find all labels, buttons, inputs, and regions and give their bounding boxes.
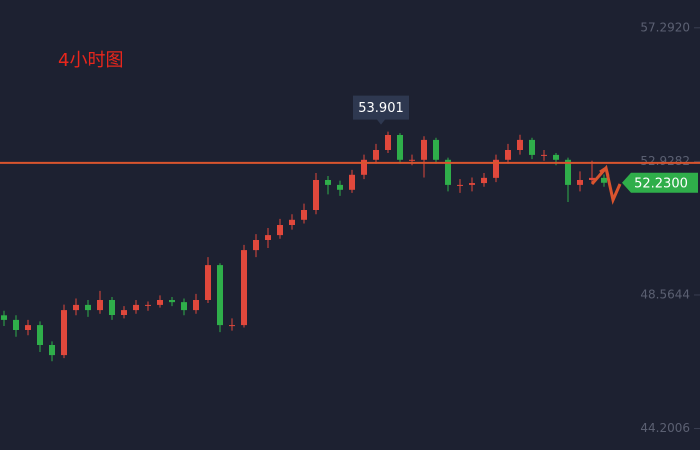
candle-body [61, 310, 67, 356]
candle-body [181, 302, 187, 311]
candle-body [481, 177, 487, 184]
candle-body [505, 150, 511, 160]
candle-body [205, 265, 211, 300]
candle-body [1, 315, 7, 320]
candle-body [541, 154, 547, 156]
candle-body [217, 265, 223, 326]
candle-body [361, 159, 367, 175]
candle-body [265, 235, 271, 240]
candle-body [445, 159, 451, 185]
tooltip-label: 53.901 [358, 101, 404, 116]
candle-body [241, 250, 247, 326]
candle-body [325, 180, 331, 185]
candle-body [229, 325, 235, 327]
candle-body [433, 139, 439, 160]
last-price-box [622, 172, 698, 193]
candle-body [49, 345, 55, 356]
candle-body [289, 219, 295, 225]
candle-body [601, 177, 607, 183]
candle-body [193, 300, 199, 311]
chart-title: 4小时图 [58, 50, 123, 71]
candle-body [373, 150, 379, 160]
candle-body [397, 135, 403, 160]
candle-body [385, 135, 391, 150]
candle-body [121, 310, 127, 315]
candle-body [253, 240, 259, 251]
candle-body [589, 177, 595, 180]
candle-body [109, 300, 115, 315]
candle-body [85, 304, 91, 311]
candle-body [133, 304, 139, 311]
candle-body [337, 184, 343, 190]
arrow [590, 164, 622, 205]
y-tick-label: 44.2006 [640, 421, 690, 435]
candle-body [169, 300, 175, 303]
candle-body [577, 180, 583, 185]
y-tick-label: 57.2920 [640, 20, 690, 34]
candle-body [421, 139, 427, 160]
candle-body [313, 180, 319, 210]
candle-body [13, 319, 19, 330]
candle-body [517, 139, 523, 150]
y-tick-label: 52.9282 [640, 154, 690, 168]
candle-body [349, 174, 355, 190]
candle-body [145, 304, 151, 306]
candle-body [553, 154, 559, 160]
y-tick-label: 48.5644 [640, 287, 690, 301]
candle-body [277, 225, 283, 236]
candle-body [73, 304, 79, 311]
candle-body [37, 325, 43, 345]
candle-body [457, 184, 463, 186]
candle-body [529, 139, 535, 155]
candle-body [493, 159, 499, 178]
tooltip-box [353, 95, 409, 125]
candle-body [469, 183, 475, 185]
candle-body [301, 210, 307, 220]
candle-body [409, 159, 415, 161]
plot: 57.2920 52.9282 48.5644 44.2006 52.2300 53.90… [0, 20, 700, 435]
candle-body [97, 300, 103, 311]
last-price-label: 52.2300 [634, 176, 688, 191]
candle-body [565, 159, 571, 185]
candle-body [25, 325, 31, 330]
candle-body [157, 300, 163, 305]
